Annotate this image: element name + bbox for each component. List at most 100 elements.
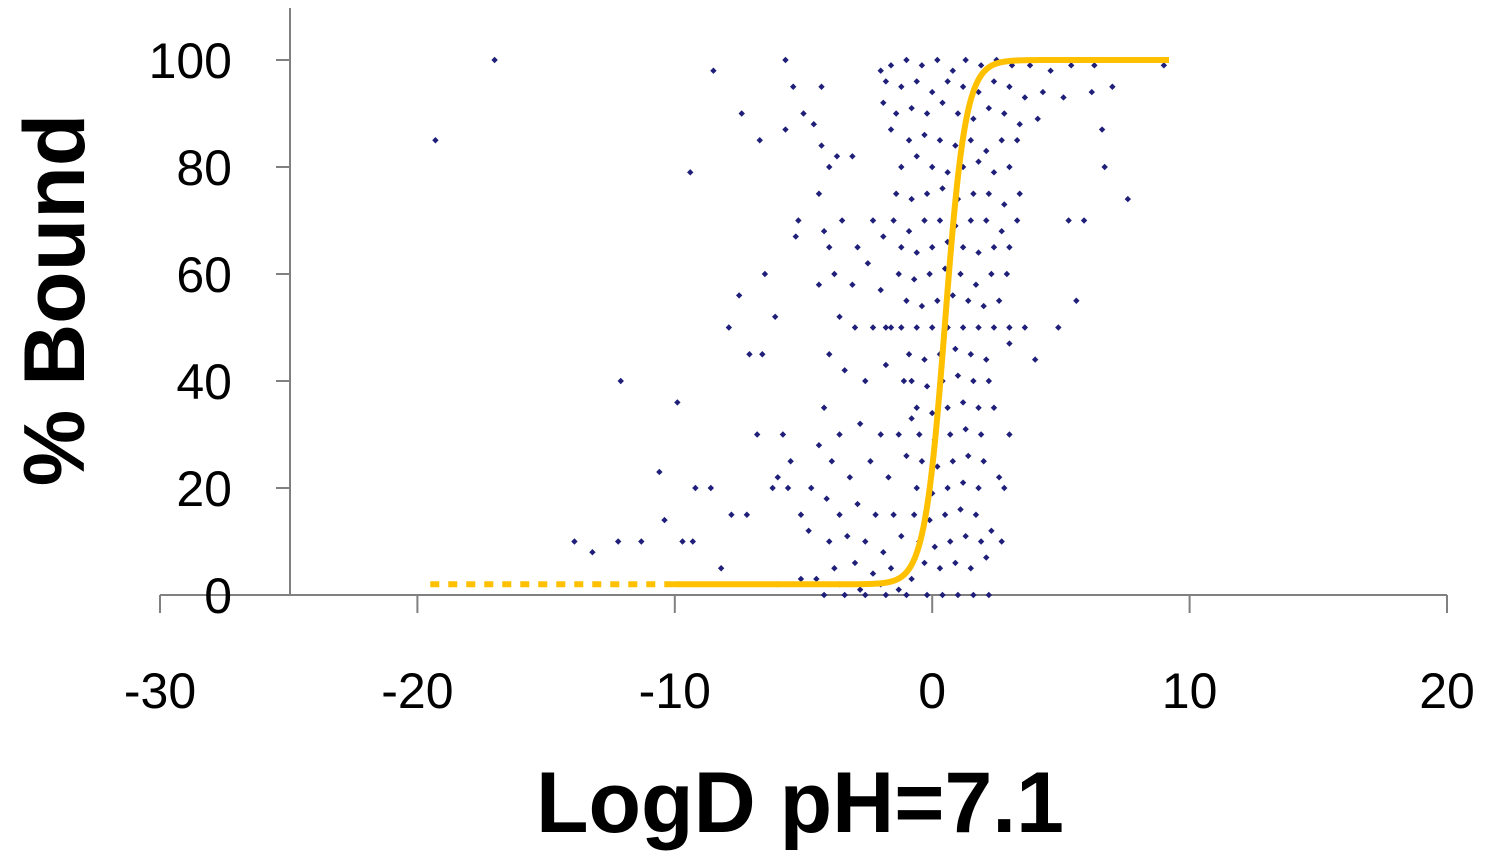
- data-point: [887, 62, 895, 69]
- data-point: [1006, 324, 1013, 331]
- data-point: [851, 559, 859, 567]
- data-point: [892, 190, 900, 197]
- data-point: [887, 565, 895, 572]
- data-point: [954, 372, 962, 379]
- data-point: [862, 538, 869, 545]
- data-point: [988, 270, 995, 278]
- data-point: [923, 110, 931, 117]
- x-tick-label: -30: [124, 663, 196, 719]
- data-point: [725, 324, 733, 331]
- fit-curve: [430, 57, 1170, 588]
- data-point: [939, 99, 946, 106]
- data-point: [905, 137, 913, 144]
- data-point: [885, 474, 892, 481]
- data-point: [743, 511, 751, 518]
- data-point: [836, 511, 843, 518]
- data-point: [761, 270, 769, 278]
- data-point: [815, 442, 823, 449]
- y-tick-label: 40: [176, 354, 232, 410]
- data-point: [918, 302, 926, 310]
- data-point: [849, 153, 856, 160]
- data-point: [869, 570, 877, 577]
- data-point: [1006, 83, 1013, 90]
- data-point: [833, 153, 841, 160]
- data-point: [738, 110, 745, 117]
- data-point: [880, 99, 887, 106]
- data-point: [1073, 297, 1080, 304]
- x-tick-label: -10: [639, 663, 711, 719]
- data-point: [882, 361, 890, 369]
- data-point: [952, 142, 959, 149]
- data-point: [900, 377, 908, 385]
- data-point: [918, 62, 926, 69]
- data-point: [856, 586, 864, 593]
- y-axis-title: % Bound: [7, 114, 103, 487]
- data-point: [913, 484, 920, 492]
- tick-labels: -30 -20 -10 0 10 20 0 20 40 60 80 100: [124, 33, 1475, 719]
- data-point: [895, 270, 902, 278]
- data-point: [836, 313, 843, 320]
- data-point: [674, 399, 681, 406]
- data-point: [936, 217, 944, 224]
- data-point: [949, 458, 956, 465]
- data-point: [846, 474, 854, 481]
- data-point: [983, 147, 990, 155]
- data-point: [872, 511, 879, 518]
- data-point: [784, 484, 792, 492]
- data-point: [972, 511, 980, 518]
- data-point: [985, 377, 993, 385]
- data-point: [867, 458, 874, 465]
- data-point: [905, 351, 913, 358]
- data-point: [818, 142, 825, 149]
- data-point: [957, 270, 964, 278]
- data-point: [970, 190, 977, 197]
- data-point: [913, 404, 920, 411]
- data-point: [910, 276, 918, 283]
- data-point: [944, 404, 951, 411]
- data-point: [826, 538, 833, 545]
- data-point: [952, 345, 959, 353]
- data-point: [1026, 62, 1034, 69]
- data-point: [934, 463, 941, 470]
- data-point: [854, 244, 861, 251]
- data-point: [617, 377, 624, 385]
- data-point: [769, 484, 776, 492]
- data-point: [921, 131, 928, 139]
- data-point: [970, 377, 977, 385]
- data-point: [877, 286, 884, 294]
- data-point: [836, 431, 843, 438]
- data-point: [895, 431, 902, 438]
- x-tick-label: -20: [381, 663, 453, 719]
- data-point: [962, 425, 969, 433]
- data-point: [959, 244, 967, 251]
- data-point: [934, 56, 941, 64]
- data-point: [898, 83, 905, 90]
- x-tick-label: 10: [1162, 663, 1218, 719]
- data-point: [1013, 217, 1021, 224]
- data-point: [990, 404, 998, 411]
- data-point: [921, 356, 928, 363]
- data-point: [1006, 163, 1013, 171]
- data-point: [692, 484, 699, 492]
- data-point: [1016, 190, 1023, 197]
- data-point: [746, 351, 753, 358]
- data-point: [1003, 270, 1011, 278]
- data-point: [941, 511, 949, 518]
- data-point: [890, 511, 897, 518]
- data-point: [571, 538, 578, 545]
- data-point: [808, 484, 815, 492]
- data-point: [1124, 195, 1132, 203]
- data-point: [983, 217, 990, 224]
- data-point: [959, 479, 967, 486]
- data-point: [1016, 121, 1023, 128]
- data-point: [944, 484, 951, 492]
- data-point: [1021, 94, 1029, 101]
- y-tick-label: 80: [176, 140, 232, 196]
- data-point: [923, 383, 931, 390]
- data-point: [831, 565, 838, 572]
- data-point: [1109, 83, 1116, 90]
- data-point: [800, 110, 807, 117]
- data-points: [432, 56, 1168, 599]
- data-point: [687, 169, 694, 176]
- data-point: [854, 500, 861, 508]
